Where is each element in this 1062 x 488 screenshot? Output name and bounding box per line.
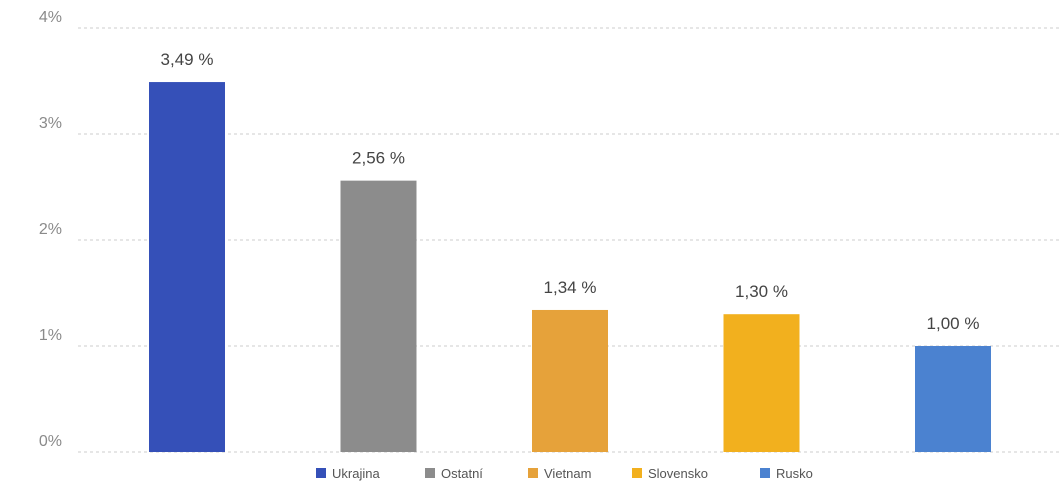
legend-label: Ostatní <box>441 466 483 481</box>
data-labels: 3,49 % 2,56 % 1,34 % 1,30 % 1,00 % <box>161 50 980 333</box>
y-tick-label: 4% <box>39 9 62 26</box>
y-tick-label: 2% <box>39 221 62 238</box>
legend-label: Vietnam <box>544 466 591 481</box>
bar <box>149 82 225 452</box>
data-label: 1,34 % <box>544 278 597 297</box>
y-tick-label: 3% <box>39 115 62 132</box>
legend-label: Rusko <box>776 466 813 481</box>
y-axis: 0% 1% 2% 3% 4% <box>39 9 62 450</box>
bar <box>915 346 991 452</box>
bars <box>149 82 991 452</box>
legend-swatch <box>632 468 642 478</box>
legend: Ukrajina Ostatní Vietnam Slovensko Rusko <box>316 466 813 481</box>
bar <box>340 180 417 452</box>
data-label: 3,49 % <box>161 50 214 69</box>
legend-swatch <box>316 468 326 478</box>
legend-label: Ukrajina <box>332 466 380 481</box>
data-label: 1,00 % <box>927 314 980 333</box>
y-tick-label: 1% <box>39 327 62 344</box>
bar <box>723 314 800 452</box>
y-tick-label: 0% <box>39 433 62 450</box>
legend-label: Slovensko <box>648 466 708 481</box>
legend-swatch <box>760 468 770 478</box>
data-label: 1,30 % <box>735 282 788 301</box>
legend-swatch <box>528 468 538 478</box>
legend-swatch <box>425 468 435 478</box>
bar <box>532 309 608 452</box>
data-label: 2,56 % <box>352 149 405 168</box>
